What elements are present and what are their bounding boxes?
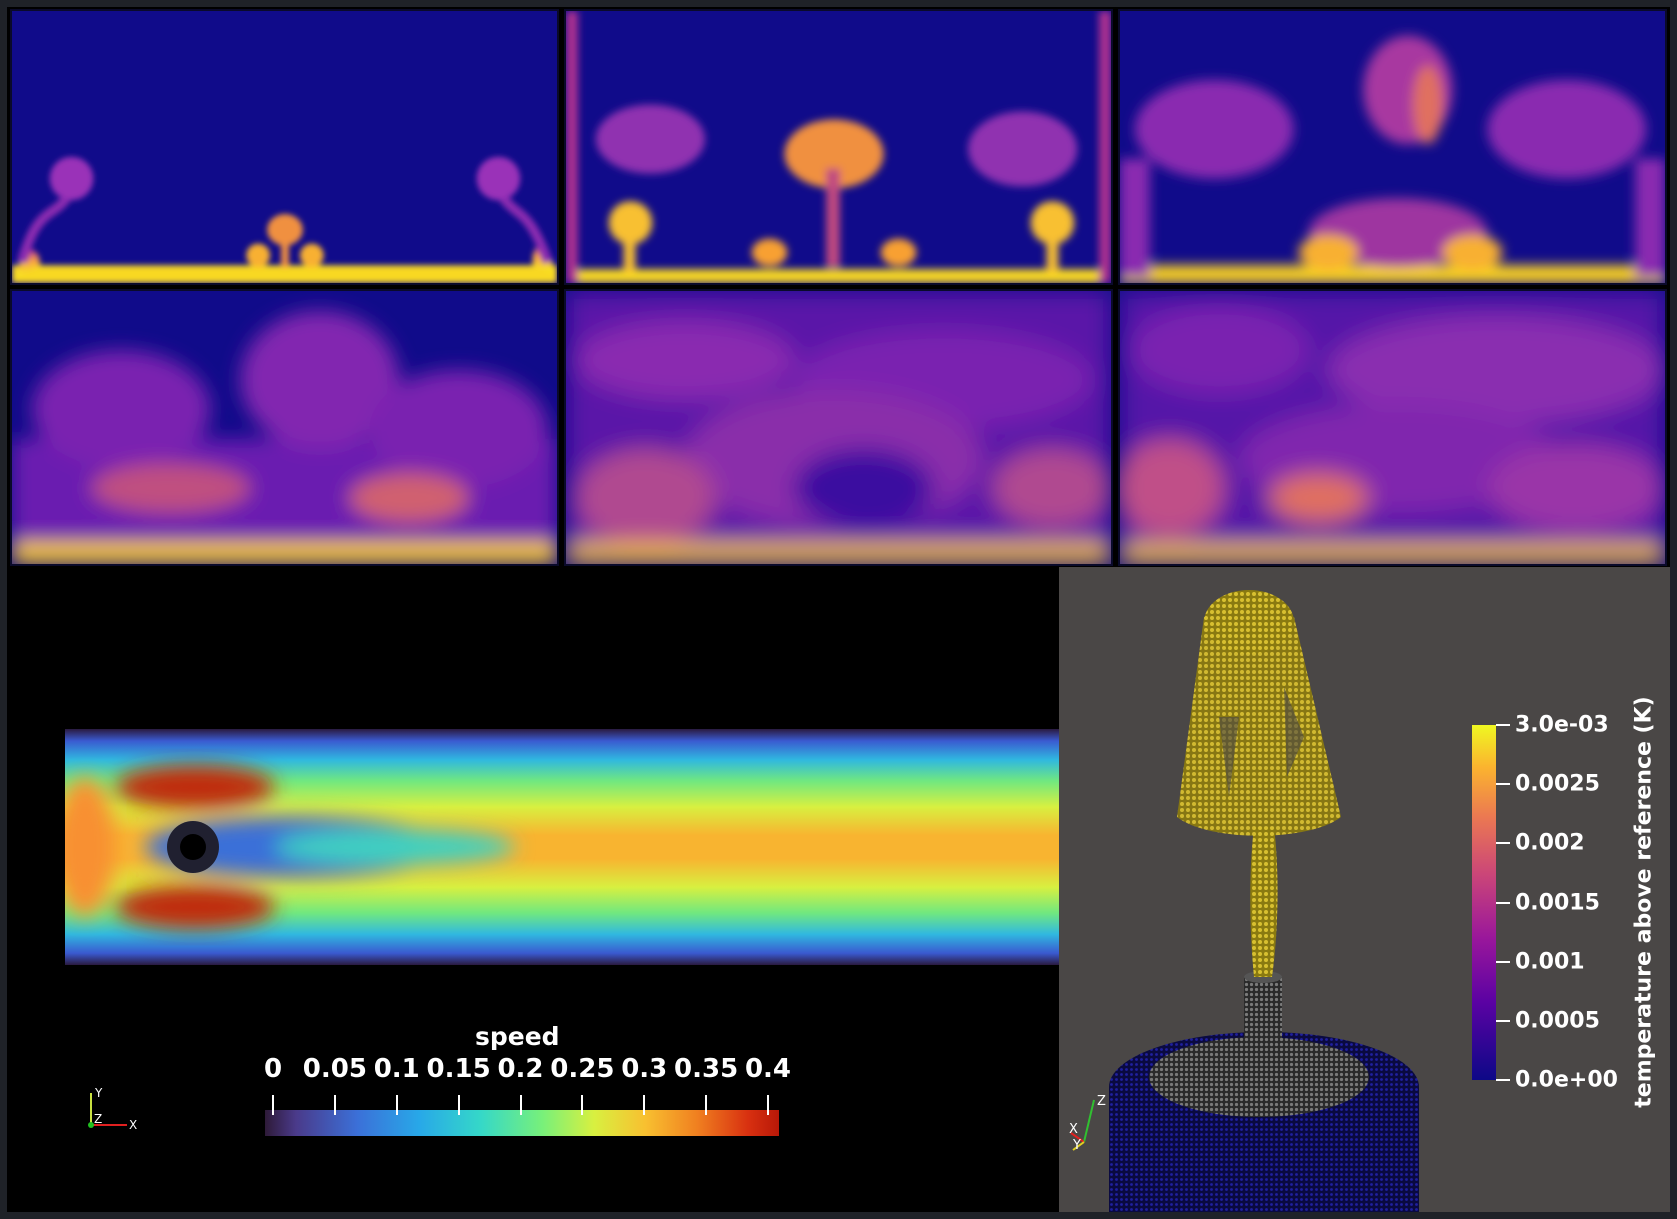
lamp-axis-y-label: Y — [1072, 1138, 1081, 1153]
temperature-tick-mark — [1496, 960, 1510, 963]
speed-tick-label: 0 — [263, 1054, 283, 1084]
convection-panel-6 — [1118, 289, 1667, 566]
temperature-tick-label: 0.0015 — [1515, 890, 1600, 915]
speed-tick-label: 0.15 — [426, 1054, 491, 1084]
speed-tick-mark — [519, 1095, 522, 1115]
temperature-tick-mark — [1496, 1079, 1510, 1081]
lamp-axis-x-label: X — [1069, 1122, 1078, 1137]
speed-tick-label: 0.4 — [744, 1054, 792, 1084]
lamp-temperature-view: Z X Y temperature above reference (K) 3.… — [1059, 567, 1670, 1212]
cylinder-flow-view: speed Y Z X 0 0.05 0.1 0.15 0.2 0.25 0.3 0.35 0.… — [7, 567, 1059, 1212]
speed-tick-label: 0.3 — [621, 1054, 668, 1084]
speed-tick-label: 0.05 — [302, 1054, 367, 1084]
lamp-model: Z X Y — [1069, 590, 1419, 1212]
lamp-axes-triad: Z X Y — [1069, 1094, 1106, 1153]
speed-tick-mark — [643, 1095, 646, 1115]
speed-tick-mark — [705, 1095, 708, 1115]
temperature-tick-mark — [1496, 901, 1510, 904]
speed-tick-mark — [581, 1095, 584, 1115]
speed-tick-mark — [272, 1095, 274, 1115]
speed-tick-label: 0.1 — [373, 1054, 420, 1084]
convection-panel-2 — [564, 9, 1113, 285]
speed-tick-mark — [333, 1095, 336, 1115]
speed-tick-label: 0.35 — [674, 1054, 739, 1084]
flow-axes-triad: Y Z X — [79, 1085, 149, 1135]
temperature-tick-label: 0.002 — [1515, 830, 1585, 856]
temperature-tick-label: 0.0e+00 — [1515, 1067, 1618, 1093]
temperature-tick-mark — [1496, 1019, 1510, 1022]
temperature-colorbar — [1472, 725, 1496, 1080]
temperature-tick-label: 0.0005 — [1515, 1008, 1600, 1034]
temperature-tick-label: 3.0e-03 — [1515, 712, 1609, 738]
convection-panel-5 — [564, 289, 1113, 566]
speed-tick-label: 0.2 — [497, 1054, 544, 1084]
convection-panel-3 — [1118, 9, 1667, 285]
temperature-tick-mark — [1496, 783, 1510, 786]
speed-colorbar — [265, 1110, 779, 1136]
speed-tick-mark — [457, 1095, 460, 1115]
temperature-tick-label: 0.001 — [1515, 949, 1585, 975]
temperature-tick-mark — [1496, 724, 1510, 726]
temperature-tick-label: 0.0025 — [1515, 771, 1600, 797]
temperature-tick-mark — [1496, 842, 1510, 845]
temperature-colorbar-title: temperature above reference (K) — [1631, 696, 1657, 1108]
axis-x-label: X — [129, 1118, 137, 1132]
lamp-axis-z-label: Z — [1097, 1094, 1106, 1109]
speed-tick-mark — [395, 1095, 398, 1115]
convection-panel-4 — [10, 289, 559, 566]
speed-tick-mark — [767, 1095, 769, 1115]
convection-panel-1 — [10, 9, 559, 285]
flow-channel — [65, 729, 1059, 965]
axis-y-label: Y — [94, 1086, 103, 1100]
axis-z-label: Z — [94, 1112, 102, 1126]
speed-colorbar-title: speed — [475, 1022, 560, 1051]
speed-tick-label: 0.25 — [550, 1054, 615, 1084]
